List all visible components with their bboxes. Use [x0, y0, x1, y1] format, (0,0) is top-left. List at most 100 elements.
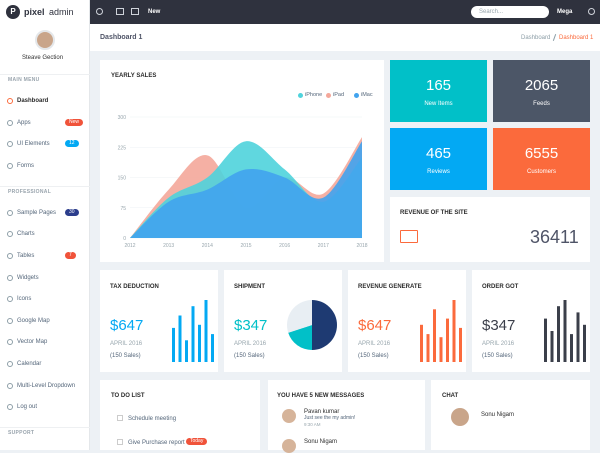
x-tick-label: 2018	[356, 243, 367, 249]
menu-badge: 30	[65, 208, 79, 216]
mini-bar	[544, 318, 547, 362]
stat-tile[interactable]: 465 Reviews	[390, 128, 487, 190]
todo-item: Give Purchase report	[128, 440, 185, 446]
card-title: TAX DEDUCTION	[110, 284, 159, 290]
mini-bar	[557, 306, 560, 362]
stat-value: 465	[425, 145, 452, 162]
menu-icon	[7, 162, 13, 169]
mini-bar	[452, 300, 456, 362]
stat-tile[interactable]: 6555 Customers	[493, 128, 590, 190]
stat-label: Feeds	[533, 101, 550, 107]
user-name[interactable]: Steave Gection	[22, 55, 64, 61]
x-tick-label: 2017	[318, 243, 329, 249]
message-time: 9:30 AM	[304, 422, 321, 427]
mini-bar	[185, 340, 188, 362]
menu-item[interactable]: Vector Map	[17, 339, 48, 346]
checkbox[interactable]	[117, 439, 123, 445]
x-tick-label: 2013	[163, 243, 174, 249]
breadcrumb-bar	[90, 24, 600, 51]
pie-slice	[287, 300, 312, 333]
menu-item[interactable]: Calendar	[17, 361, 42, 367]
message-text: Just see the my admin!	[304, 415, 356, 421]
logo-circle: P	[6, 5, 20, 19]
card-title: SHIPMENT	[234, 284, 266, 290]
y-tick-label: 225	[118, 145, 127, 151]
menu-icon	[7, 119, 13, 126]
chat-avatar	[451, 408, 469, 426]
message-name[interactable]: Sonu Nigam	[304, 439, 338, 445]
y-tick-label: 0	[123, 236, 126, 242]
card-title: YOU HAVE 5 NEW MESSAGES	[277, 393, 365, 399]
menu-item[interactable]: UI Elements	[17, 141, 50, 148]
topbar-icon	[96, 8, 103, 15]
x-tick-label: 2012	[124, 243, 135, 249]
message-name[interactable]: Pavan kumar	[304, 409, 340, 415]
mini-bar	[433, 309, 436, 362]
mini-sales: (150 Sales)	[110, 353, 141, 359]
menu-item[interactable]: Dashboard	[17, 98, 49, 104]
stat-label: Reviews	[427, 169, 450, 175]
menu-icon	[7, 209, 13, 216]
stat-tile[interactable]: 2065 Feeds	[493, 60, 590, 122]
mini-sales: (150 Sales)	[358, 353, 389, 359]
menu-item[interactable]: Charts	[17, 231, 35, 238]
menu-item[interactable]: Google Map	[17, 317, 50, 324]
stat-tile[interactable]: 165 New Items	[390, 60, 487, 122]
menu-icon	[7, 274, 13, 281]
y-tick-label: 300	[118, 115, 127, 121]
legend-label: iPad	[333, 92, 345, 98]
logo-rest: admin	[49, 7, 74, 17]
mini-bar	[550, 331, 554, 362]
search-box[interactable]: Search...	[471, 6, 549, 18]
menu-item[interactable]: Multi-Level Dropdown	[17, 382, 76, 389]
legend-label: iMac	[361, 92, 373, 98]
mini-bar	[204, 300, 208, 362]
mini-bar	[178, 315, 182, 362]
new-button[interactable]: New	[148, 9, 161, 15]
menu-item[interactable]: Widgets	[17, 274, 39, 281]
section-rule	[0, 185, 90, 187]
chat-card: CHAT Sonu Nigam	[431, 380, 590, 450]
folder-icon	[400, 230, 418, 243]
mini-sales: (150 Sales)	[482, 353, 513, 359]
mini-bar	[439, 337, 443, 362]
menu-icon	[7, 339, 13, 346]
menu-item[interactable]: Sample Pages	[17, 209, 57, 216]
section-title: PROFESSIONAL	[8, 188, 52, 195]
menu-badge: 12	[65, 140, 79, 148]
breadcrumb-link[interactable]: Dashboard	[521, 35, 551, 41]
menu-item[interactable]: Tables	[17, 253, 35, 259]
menu-item[interactable]: Icons	[17, 296, 32, 303]
menu-icon	[7, 404, 13, 411]
menu-item[interactable]: Apps	[17, 119, 31, 126]
checkbox[interactable]	[117, 415, 123, 421]
menu-icon	[7, 98, 13, 104]
mini-bar	[420, 324, 423, 362]
stat-label: Customers	[526, 169, 556, 175]
legend-dot	[326, 93, 331, 98]
pie-slice	[312, 300, 337, 350]
breadcrumb-current: Dashboard 1	[559, 35, 594, 41]
settings-icon[interactable]	[588, 8, 595, 15]
revenue-card: REVENUE OF THE SITE 36411	[390, 197, 590, 262]
legend-label: iPhone	[305, 92, 323, 98]
chat-name[interactable]: Sonu Nigam	[481, 412, 515, 418]
mini-value: $347	[234, 317, 268, 334]
menu-item[interactable]: Forms	[17, 162, 34, 169]
avatar	[35, 30, 55, 50]
mega-menu[interactable]: Mega	[557, 9, 573, 15]
mini-bar	[570, 334, 573, 362]
section-rule	[0, 74, 90, 75]
page-title: Dashboard 1	[100, 34, 143, 41]
mini-value: $647	[358, 317, 392, 334]
section-title: SUPPORT	[8, 430, 35, 437]
menu-item[interactable]: Log out	[17, 404, 38, 411]
area-series	[130, 141, 362, 238]
mini-sales: (150 Sales)	[234, 353, 265, 359]
menu-badge: New	[65, 118, 84, 126]
mini-bar	[198, 324, 201, 362]
mini-bar	[446, 318, 449, 362]
mini-bar	[563, 300, 567, 362]
legend-dot	[354, 93, 359, 98]
